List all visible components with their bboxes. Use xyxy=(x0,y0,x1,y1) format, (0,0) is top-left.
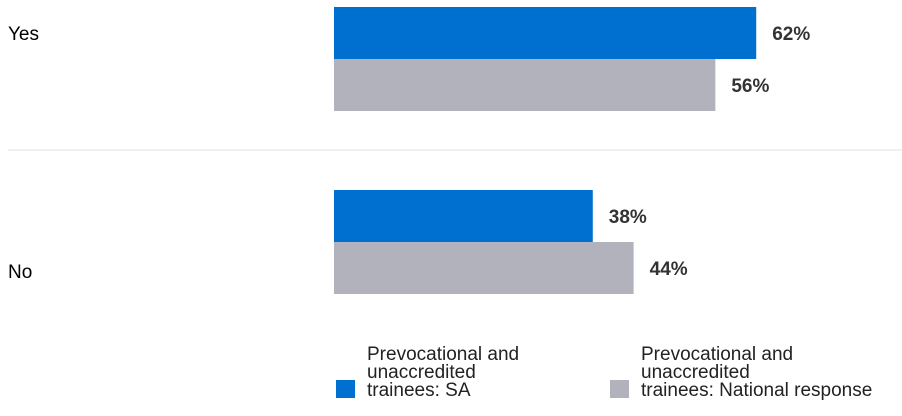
legend-item-sa: Prevocational and unaccredited trainees:… xyxy=(336,344,520,401)
bar-chart: Yes No 62% 56% 38% 44% xyxy=(8,7,902,294)
bar-yes-sa xyxy=(334,7,757,59)
value-label-yes-national: 56% xyxy=(731,76,769,97)
category-label-yes: Yes xyxy=(8,24,39,45)
bar-no-sa xyxy=(334,190,593,242)
value-label-yes-sa: 62% xyxy=(772,24,810,45)
bar-yes-national xyxy=(334,59,716,111)
legend-label-sa-line-1: Prevocational and xyxy=(367,344,520,365)
legend-swatch-national xyxy=(610,380,629,398)
legend-label-national-line-3: trainees: National response xyxy=(641,380,873,401)
legend-label-national: Prevocational and unaccredited trainees:… xyxy=(641,344,873,401)
legend-swatch-sa xyxy=(336,380,355,398)
legend-label-sa-line-2: unaccredited xyxy=(367,362,476,383)
value-label-no-sa: 38% xyxy=(609,207,647,228)
legend-label-sa: Prevocational and unaccredited trainees:… xyxy=(367,344,520,401)
category-label-no: No xyxy=(8,262,32,283)
value-label-no-national: 44% xyxy=(650,259,688,280)
legend-label-national-line-2: unaccredited xyxy=(641,362,750,383)
bar-no-national xyxy=(334,242,634,294)
legend-label-sa-line-3: trainees: SA xyxy=(367,380,471,401)
legend-label-national-line-1: Prevocational and xyxy=(641,344,794,365)
legend-item-national: Prevocational and unaccredited trainees:… xyxy=(610,344,873,401)
